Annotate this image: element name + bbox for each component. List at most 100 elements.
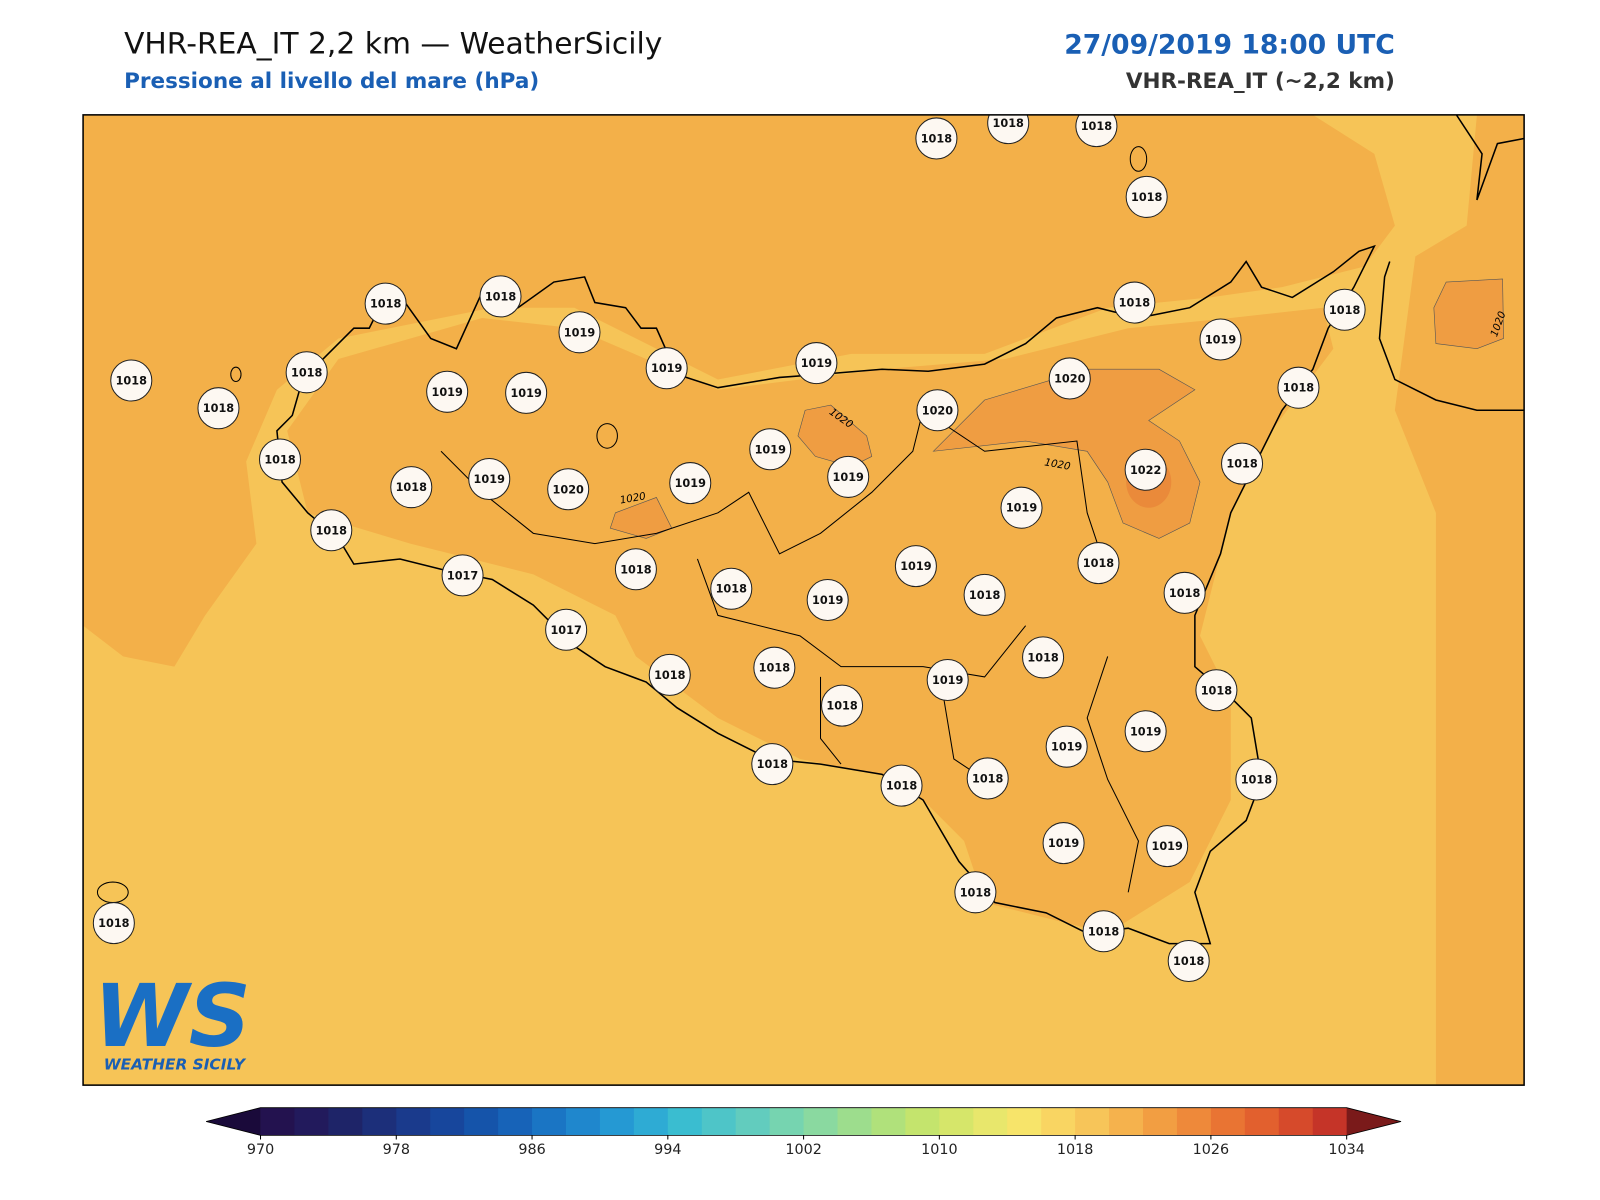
colorbar-extend-low [206,1107,261,1136]
colorbar-tick-label: 1018 [1057,1142,1094,1158]
station-marker [669,462,712,505]
colorbar-segment [701,1107,737,1136]
colorbar-segment [939,1107,974,1136]
station-value: 1018 [1083,557,1115,570]
station-marker [468,457,511,500]
station-marker [806,578,849,622]
island [1129,146,1148,172]
station-marker [558,311,601,354]
contour-area [1433,278,1504,350]
station-value: 1019 [431,386,463,399]
colorbar-segment [1244,1107,1280,1136]
station-marker [1082,910,1125,953]
station-value: 1018 [886,780,918,793]
station-marker [1125,175,1168,218]
colorbar-segment [1143,1107,1178,1136]
contour-label: 1020 [619,490,647,506]
colorbar-segment [871,1107,906,1136]
station-value: 1019 [474,473,506,486]
station-marker [258,438,302,481]
station-value: 1018 [759,662,791,675]
station-marker [915,117,958,160]
colorbar-extend-high [1346,1107,1402,1136]
station-marker [795,342,838,385]
station-value: 1018 [1119,297,1151,310]
station-marker [614,548,657,591]
station-value: 1019 [675,477,707,490]
station-value: 1018 [993,117,1025,130]
station-marker [1022,636,1065,679]
colorbar-segment [396,1107,431,1136]
station-value: 1018 [1131,191,1163,204]
pressure-area [83,114,1395,667]
colorbar-segment [532,1107,567,1136]
station-value: 1022 [1130,464,1161,477]
station-value: 1018 [1173,955,1205,968]
colorbar-segment [430,1107,465,1136]
station-marker [479,275,522,318]
subtitle: Pressione al livello del mare (hPa) [124,69,539,94]
colorbar-tick-label: 970 [247,1142,274,1158]
province-boundary [440,409,1139,893]
station-marker [1235,758,1278,801]
station-marker [197,387,240,430]
colorbar-segment [837,1107,872,1136]
station-marker [1146,825,1189,868]
colorbar-segment [1109,1107,1144,1136]
station-marker [1167,940,1210,983]
colorbar-segment [905,1107,940,1136]
station-marker [753,646,796,689]
station-marker [821,684,864,727]
colorbar-segment [1312,1107,1348,1136]
colorbar-segment [464,1107,499,1136]
station-marker [966,757,1009,800]
colorbar-segment [498,1107,533,1136]
station-value: 1020 [553,483,585,496]
station-marker [1195,669,1238,712]
station-marker [390,466,433,509]
station-value: 1019 [1006,502,1038,515]
station-marker [648,653,691,696]
station-value: 1018 [654,669,686,682]
stations: 1018 1018 1018 1018 1018 1018 1019 1019 1019 1018… [92,114,1366,983]
station-value: 1019 [1205,334,1237,347]
station-value: 1019 [1048,837,1080,850]
colorbar-segment [973,1107,1008,1136]
station-marker [545,608,588,651]
station-marker [1221,442,1264,485]
colorbar-segment [1176,1107,1212,1136]
colorbar-segment [362,1107,397,1136]
island [230,366,242,383]
colorbar-segment [667,1107,703,1136]
station-value: 1018 [1201,684,1233,697]
map-area: 1018 1018 1018 1018 1018 1018 1019 1019 1019 1018… [83,114,1525,1086]
contour-area [609,497,673,539]
pressure-area [287,307,1334,934]
datetime: 27/09/2019 18:00 UTC [1064,29,1395,60]
station-marker [894,545,937,588]
station-value: 1019 [510,387,542,400]
colorbar-tick-label: 994 [654,1142,681,1158]
station-value: 1019 [1151,840,1183,853]
colorbar-segment [1278,1107,1314,1136]
station-value: 1018 [1027,651,1059,664]
station-value: 1018 [1283,382,1315,395]
station-marker [426,370,469,413]
station-marker [1124,710,1167,753]
colorbar-segment [565,1107,601,1136]
station-value: 1019 [801,357,833,370]
colorbar-tick-label: 1010 [921,1142,958,1158]
colorbar-segment [769,1107,805,1136]
title: VHR-REA_IT 2,2 km — WeatherSicily [124,26,662,61]
colorbar: 970 978 986 994 1002 1010 1018 1026 1034 [206,1107,1402,1158]
station-marker [110,359,153,402]
station-value: 1018 [620,563,652,576]
colorbar-segment [260,1107,295,1136]
station-marker [1045,725,1088,768]
station-value: 1019 [812,594,844,607]
colorbar-segment [294,1107,329,1136]
station-marker [1323,288,1366,331]
station-value: 1019 [900,560,932,573]
station-value: 1018 [757,758,789,771]
